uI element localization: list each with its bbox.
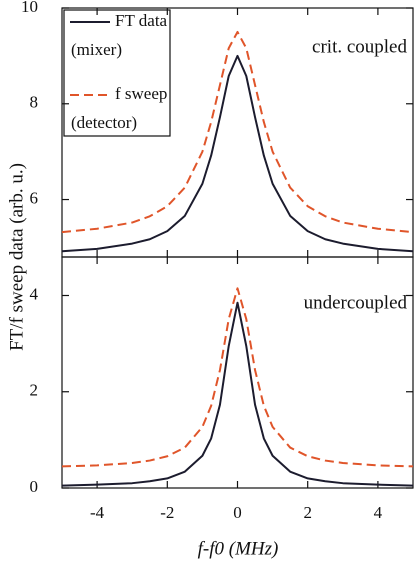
legend-label: f sweep xyxy=(115,84,167,103)
y-tick-label: 6 xyxy=(30,188,39,207)
y-tick-label: 2 xyxy=(30,381,39,400)
x-tick-label: 4 xyxy=(374,503,383,522)
data-line xyxy=(61,54,414,253)
data-line xyxy=(61,30,414,234)
x-tick-label: 2 xyxy=(303,503,312,522)
legend-label: FT data xyxy=(115,11,168,30)
y-tick-label: 8 xyxy=(30,93,39,112)
data-line xyxy=(61,301,414,487)
x-axis-label: f-f0 (MHz) xyxy=(198,538,279,559)
x-tick-label: -2 xyxy=(160,503,174,522)
y-axis-label: FT/f sweep data (arb. u.) xyxy=(6,163,27,351)
data-line xyxy=(61,287,414,468)
legend-box xyxy=(63,9,171,137)
x-tick-label: -4 xyxy=(90,503,105,522)
legend-note: (detector) xyxy=(71,113,137,132)
y-tick-label: 10 xyxy=(21,0,38,16)
y-tick-label: 4 xyxy=(30,284,39,303)
x-tick-label: 0 xyxy=(233,503,242,522)
legend-note: (mixer) xyxy=(71,40,122,59)
y-tick-label: 0 xyxy=(30,477,39,496)
annotation: undercoupled xyxy=(304,292,408,313)
annotation: crit. coupled xyxy=(312,36,407,57)
